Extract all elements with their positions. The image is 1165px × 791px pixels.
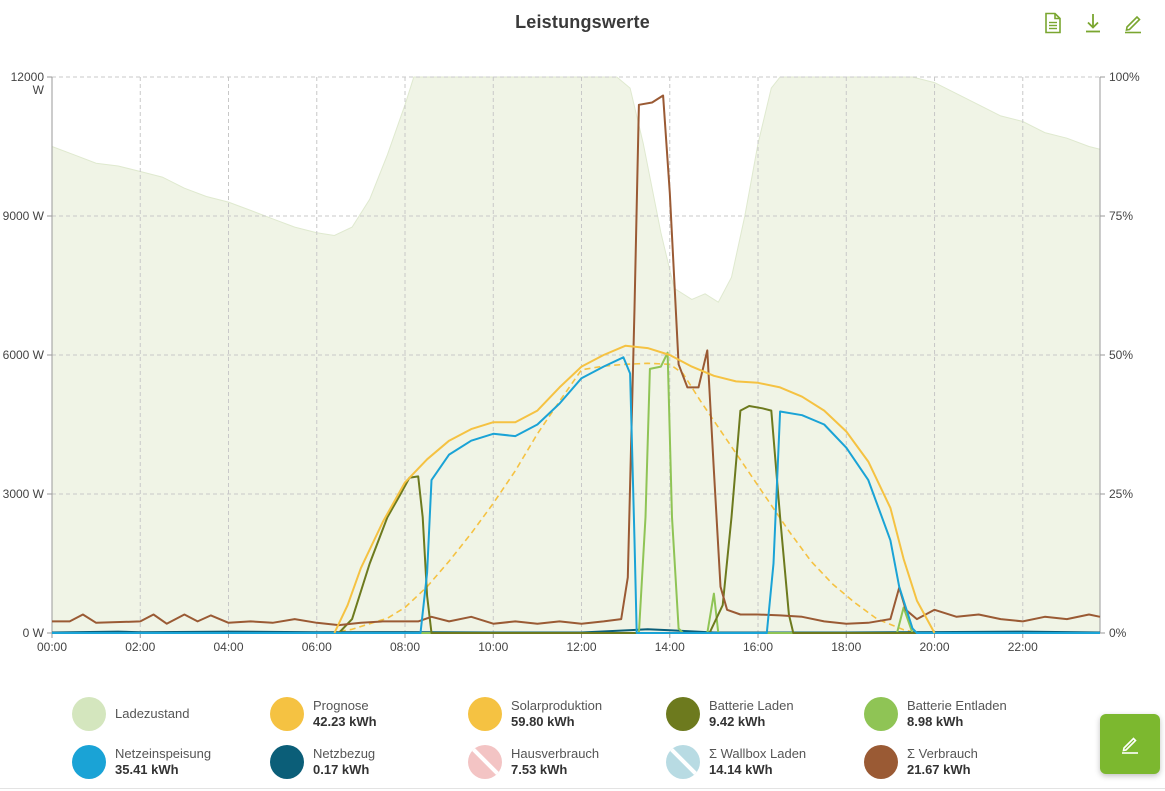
x-tick-label: 04:00 xyxy=(213,640,243,654)
legend-label: Σ Verbrauch xyxy=(907,746,978,761)
legend-text: Netzeinspeisung 35.41 kWh xyxy=(115,746,211,778)
legend-swatch xyxy=(864,745,898,779)
x-tick-label: 00:00 xyxy=(37,640,67,654)
legend-text: Σ Verbrauch 21.67 kWh xyxy=(907,746,978,778)
y-left-tick-label: W xyxy=(33,83,45,97)
legend-text: Σ Wallbox Laden 14.14 kWh xyxy=(709,746,806,778)
legend-item[interactable]: Batterie Entladen 8.98 kWh xyxy=(864,696,1062,732)
legend-label: Batterie Entladen xyxy=(907,698,1007,713)
page-title: Leistungswerte xyxy=(515,12,650,32)
legend-item[interactable]: Σ Wallbox Laden 14.14 kWh xyxy=(666,744,864,780)
export-document-button[interactable] xyxy=(1041,10,1065,36)
power-chart[interactable]: 00:00 02:00 04:00 06:00 08:00 10:00 12:00 14:00… xyxy=(0,60,1165,660)
series-line-netzeinspeisung xyxy=(52,356,1100,634)
x-tick-label: 20:00 xyxy=(920,640,950,654)
x-tick-label: 22:00 xyxy=(1008,640,1038,654)
legend-text: Batterie Laden 9.42 kWh xyxy=(709,698,794,730)
legend-swatch xyxy=(864,697,898,731)
download-icon xyxy=(1086,14,1100,33)
legend-item[interactable]: Σ Verbrauch 21.67 kWh xyxy=(864,744,1062,780)
series-line-solarproduktion xyxy=(333,344,936,634)
y-right-tick-label: 0% xyxy=(1109,626,1127,640)
y-right-tick-label: 100% xyxy=(1109,70,1140,84)
legend-item[interactable]: Ladezustand xyxy=(72,696,270,732)
edit-fab-button[interactable] xyxy=(1100,714,1160,774)
edit-icon xyxy=(1125,15,1141,34)
legend-text: Hausverbrauch 7.53 kWh xyxy=(511,746,599,778)
legend-swatch xyxy=(270,697,304,731)
legend-value: 35.41 kWh xyxy=(115,762,179,777)
y-left-tick-label: 6000 W xyxy=(3,348,45,362)
series-line-batterie-entladen xyxy=(52,351,1100,634)
y-left-tick-label: 12000 xyxy=(11,70,45,84)
legend-text: Netzbezug 0.17 kWh xyxy=(313,746,375,778)
legend-swatch xyxy=(666,697,700,731)
x-tick-label: 18:00 xyxy=(831,640,861,654)
legend-value: 59.80 kWh xyxy=(511,714,575,729)
divider xyxy=(0,788,1165,789)
legend-item[interactable]: Solarproduktion 59.80 kWh xyxy=(468,696,666,732)
x-tick-label: 02:00 xyxy=(125,640,155,654)
legend-value: 9.42 kWh xyxy=(709,714,766,729)
legend-label: Netzbezug xyxy=(313,746,376,761)
legend-label: Netzeinspeisung xyxy=(115,746,212,761)
legend-item[interactable]: Netzeinspeisung 35.41 kWh xyxy=(72,744,270,780)
legend-value: 42.23 kWh xyxy=(313,714,377,729)
legend-text: Solarproduktion 59.80 kWh xyxy=(511,698,602,730)
x-tick-label: 14:00 xyxy=(655,640,685,654)
x-tick-label: 10:00 xyxy=(478,640,508,654)
y-left-tick-label: 3000 W xyxy=(3,487,45,501)
legend-value: 21.67 kWh xyxy=(907,762,971,777)
legend-label: Solarproduktion xyxy=(511,698,603,713)
legend-label: Ladezustand xyxy=(115,706,190,721)
legend-item[interactable]: Batterie Laden 9.42 kWh xyxy=(666,696,864,732)
legend-label: Batterie Laden xyxy=(709,698,794,713)
legend-swatch xyxy=(72,697,106,731)
legend-label: Σ Wallbox Laden xyxy=(709,746,807,761)
y-left-tick-label: 0 W xyxy=(23,626,45,640)
legend-label: Prognose xyxy=(313,698,369,713)
legend-swatch xyxy=(270,745,304,779)
legend-label: Hausverbrauch xyxy=(511,746,600,761)
y-right-tick-label: 25% xyxy=(1109,487,1133,501)
legend-value: 7.53 kWh xyxy=(511,762,568,777)
legend-value: 8.98 kWh xyxy=(907,714,964,729)
x-tick-label: 06:00 xyxy=(302,640,332,654)
y-left-tick-label: 9000 W xyxy=(3,209,45,223)
series-line-batterie-laden xyxy=(52,405,1100,634)
toolbar xyxy=(1041,10,1145,36)
x-tick-label: 08:00 xyxy=(390,640,420,654)
y-right-tick-label: 75% xyxy=(1109,209,1133,223)
x-tick-label: 12:00 xyxy=(567,640,597,654)
legend-text: Prognose 42.23 kWh xyxy=(313,698,377,730)
edit-button[interactable] xyxy=(1121,10,1145,36)
legend-item[interactable]: Prognose 42.23 kWh xyxy=(270,696,468,732)
legend-swatch xyxy=(468,697,502,731)
legend-value: 0.17 kWh xyxy=(313,762,370,777)
pencil-icon xyxy=(1122,737,1138,754)
document-icon xyxy=(1045,12,1061,34)
x-tick-label: 16:00 xyxy=(743,640,773,654)
legend-text: Batterie Entladen 8.98 kWh xyxy=(907,698,1007,730)
legend-swatch xyxy=(666,745,700,779)
chart-legend: Ladezustand Prognose 42.23 kWh Solarprodukt… xyxy=(72,696,1072,780)
legend-swatch xyxy=(72,745,106,779)
legend-value: 14.14 kWh xyxy=(709,762,773,777)
download-button[interactable] xyxy=(1081,10,1105,36)
legend-swatch xyxy=(468,745,502,779)
legend-item[interactable]: Hausverbrauch 7.53 kWh xyxy=(468,744,666,780)
y-right-tick-label: 50% xyxy=(1109,348,1133,362)
legend-item[interactable]: Netzbezug 0.17 kWh xyxy=(270,744,468,780)
legend-text: Ladezustand xyxy=(115,706,189,722)
